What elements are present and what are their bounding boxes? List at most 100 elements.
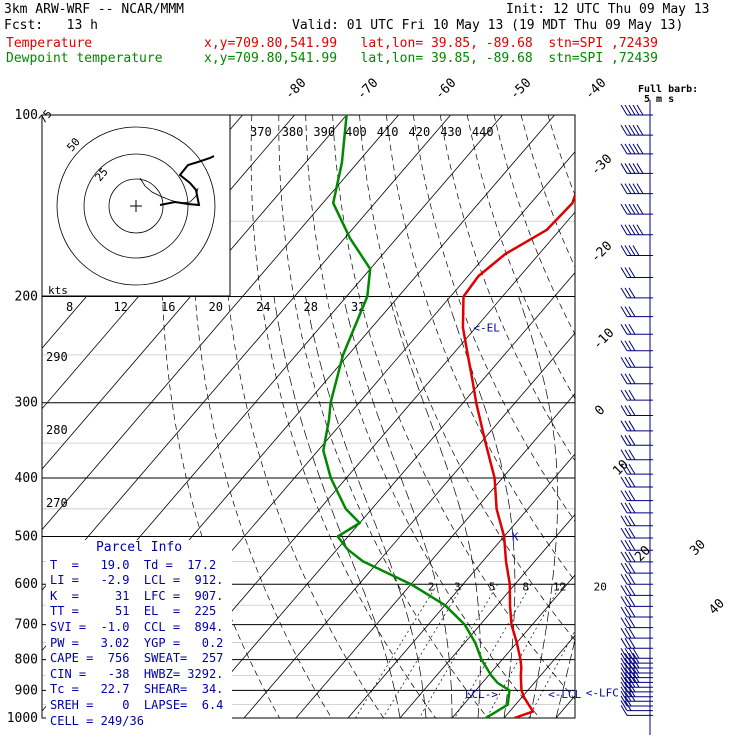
wind-barb [620, 676, 653, 688]
wind-barb-flag [624, 662, 632, 674]
wind-barb [620, 420, 653, 432]
wind-barb-flag [624, 515, 632, 527]
wind-barb-flag [620, 617, 628, 628]
wind-barb [620, 527, 653, 539]
wind-barb-flag [620, 690, 628, 702]
wind-barb-flag [620, 652, 628, 664]
wind-barb-flag [628, 463, 636, 475]
wind-barb [620, 124, 653, 136]
mixing-ratio-label: 20 [594, 581, 607, 594]
wind-barb-flag [624, 562, 632, 574]
wind-barb-flag [632, 245, 640, 256]
isotherm-line [451, 574, 575, 718]
theta-label: 390 [313, 125, 335, 139]
wind-barb-flag [624, 551, 632, 563]
wind-barb-flag [628, 662, 636, 674]
wind-barb [620, 449, 653, 461]
wind-barb-flag [620, 463, 628, 475]
isotherm-label: -30 [588, 152, 615, 179]
wind-barb-flag [628, 449, 636, 460]
wind-barb-flag [624, 163, 632, 174]
isotherm-label: -10 [590, 326, 617, 353]
moist-adiabat-line [446, 296, 516, 718]
hodograph-speed-label: 20 [209, 300, 223, 314]
wind-barb [620, 287, 653, 299]
mixing-ratio-label: 2 [428, 581, 435, 594]
wind-barb-flag [620, 515, 628, 527]
wind-barb-flag [624, 647, 632, 659]
wind-barb [620, 203, 653, 215]
isotherm-line [42, 115, 399, 531]
parcel-info-row: CAPE = 756 SWEAT= 257 [50, 651, 224, 666]
wind-barb-flag [624, 627, 632, 639]
wind-barb [620, 490, 653, 502]
wind-barb-flag [632, 143, 640, 155]
parcel-marker-label: K [512, 530, 519, 543]
hodograph-unit-label: kts [48, 284, 68, 297]
theta-label: 420 [409, 125, 431, 139]
wind-barb-flag [624, 652, 632, 664]
wind-barb-flag [620, 585, 628, 596]
wind-barb-flag [624, 681, 632, 693]
wind-barb-flag [624, 606, 632, 618]
moist-adiabat-line [342, 296, 453, 718]
wind-barb-flag [624, 637, 632, 649]
wind-barb [620, 476, 653, 488]
wind-barb-flag [628, 627, 636, 639]
wind-barb-flag [628, 637, 636, 649]
parcel-info-title: Parcel Info [95, 540, 183, 555]
wind-barb-flag [624, 356, 632, 368]
wind-barb-flag [624, 686, 632, 697]
moist-adiabat-line [555, 637, 575, 718]
wind-barb-flag [628, 104, 636, 116]
wind-barb [620, 672, 653, 683]
mixing-ratio-line [528, 630, 575, 718]
wind-barb-flag [628, 267, 636, 278]
wind-barb-flag [624, 700, 632, 711]
mixing-ratio-label: 5 [489, 581, 496, 594]
hodograph-trace-thin [139, 177, 199, 204]
isotherm-line [243, 332, 575, 718]
hodograph-ring [56, 126, 216, 286]
wind-barb-flag [624, 340, 632, 351]
wind-barb-flag [620, 672, 628, 683]
wind-barb-flag [628, 617, 636, 628]
mixing-ratio-label: 3 [454, 581, 461, 594]
wind-barb-flag [628, 652, 636, 664]
wind-barb-flag [624, 245, 632, 256]
wind-barb-flag [624, 539, 632, 551]
wind-barb-flag [620, 627, 628, 639]
wind-barb-flag [636, 143, 644, 155]
wind-barb-flag [620, 306, 628, 317]
wind-barb-flag [628, 490, 636, 501]
wind-barb-flag [620, 183, 628, 194]
hodograph-speed-label: 16 [161, 300, 175, 314]
wind-barb-flag [628, 515, 636, 527]
wind-barb-flag [620, 340, 628, 351]
dry-adiabat-line [305, 115, 541, 718]
temperature-legend-label: Temperature [6, 36, 93, 51]
isotherm-label: 30 [687, 537, 709, 559]
parcel-info-row: PW = 3.02 YGP = 0.2 [50, 635, 224, 650]
wind-barb-flag [628, 686, 636, 697]
wind-barb-flag [620, 435, 628, 446]
wind-barb-flag [620, 490, 628, 501]
dry-adiabat-line [192, 115, 333, 718]
wind-barb [620, 695, 653, 707]
wind-barb-flag [620, 224, 628, 236]
wind-barb-flag [620, 373, 628, 384]
wind-barb [620, 573, 653, 585]
mixing-ratio-line [355, 584, 438, 718]
wind-barb-flag [636, 104, 644, 116]
wind-barb-flag [624, 463, 632, 475]
theta-label: 430 [440, 125, 462, 139]
wind-barb-flag [628, 356, 636, 368]
dry-adiabat-line [493, 115, 575, 335]
wind-barb-flag [620, 606, 628, 618]
isotherm-label: -80 [282, 76, 309, 103]
wind-barb-flag [624, 490, 632, 501]
wind-barb-flag [632, 676, 640, 688]
wind-barb-flag [636, 203, 644, 215]
wind-barb [620, 657, 653, 669]
